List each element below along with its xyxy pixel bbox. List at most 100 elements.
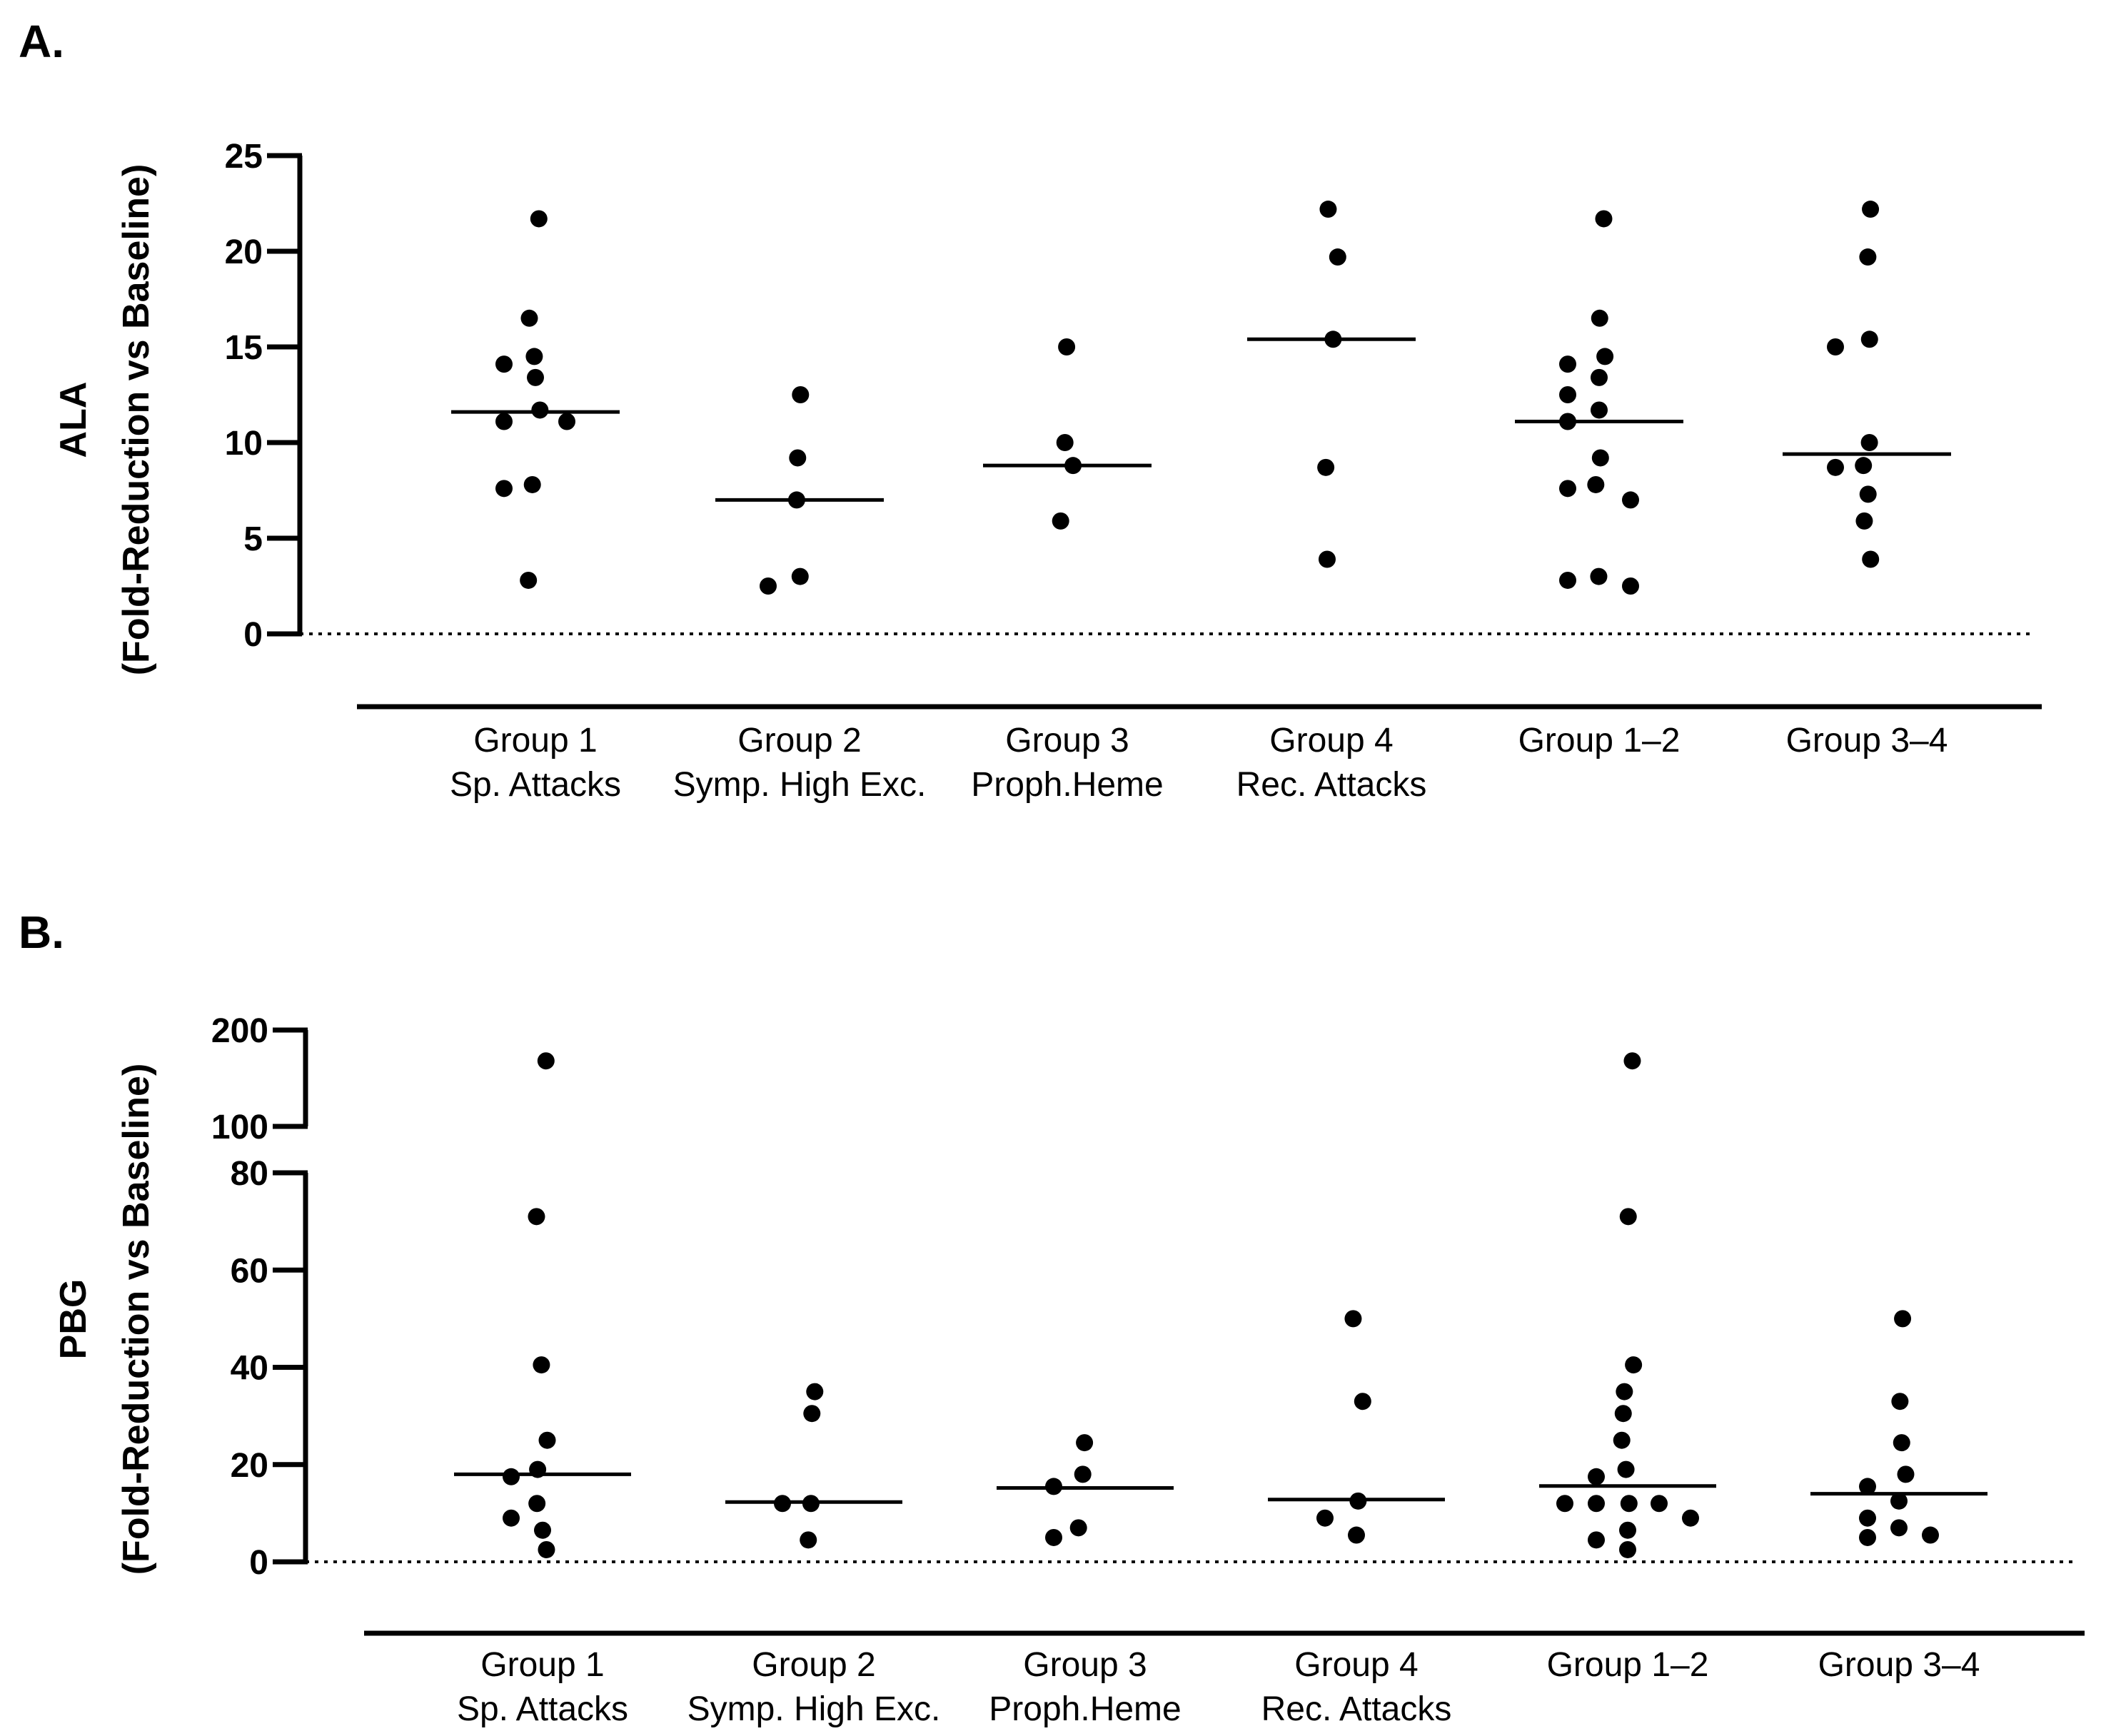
- y-tick-label: 20: [225, 233, 263, 271]
- data-point: [803, 1405, 821, 1423]
- data-point: [1893, 1434, 1910, 1452]
- data-point: [1045, 1528, 1062, 1546]
- data-point: [520, 571, 538, 589]
- category-sublabel: Symp. High Exc.: [687, 1690, 941, 1728]
- panel-b-label: B.: [19, 907, 64, 958]
- data-point: [1591, 401, 1608, 419]
- category-sublabel: Proph.Heme: [989, 1690, 1181, 1728]
- data-point: [1651, 1495, 1668, 1513]
- data-point: [1862, 201, 1880, 218]
- data-point: [538, 1431, 556, 1449]
- data-point: [520, 309, 538, 327]
- data-point: [1052, 512, 1069, 530]
- data-point: [1587, 475, 1605, 493]
- data-point: [1622, 491, 1639, 509]
- data-point: [802, 1495, 820, 1513]
- data-point: [1344, 1310, 1362, 1328]
- data-point: [1595, 210, 1613, 228]
- category-label: Group 2: [752, 1646, 875, 1684]
- data-point: [1619, 1208, 1637, 1226]
- data-point: [1623, 1052, 1641, 1070]
- data-point: [1324, 330, 1342, 348]
- category-label: Group 1: [473, 722, 597, 760]
- data-point: [1855, 512, 1873, 530]
- y-tick-label: 40: [231, 1350, 268, 1388]
- data-point: [1559, 413, 1576, 430]
- data-point: [1614, 1405, 1632, 1423]
- category-label: Group 3: [1023, 1646, 1147, 1684]
- data-point: [1319, 201, 1337, 218]
- y-tick-label: 25: [225, 138, 263, 176]
- data-point: [1891, 1393, 1909, 1410]
- data-point: [787, 491, 805, 509]
- data-point: [503, 1468, 520, 1485]
- data-point: [791, 567, 809, 585]
- data-point: [1349, 1492, 1367, 1510]
- data-point: [533, 1356, 550, 1374]
- panel-b-ylabel-main: PBG: [53, 1279, 94, 1360]
- data-point: [1616, 1383, 1633, 1401]
- y-tick-label: 0: [243, 616, 263, 654]
- data-point: [530, 210, 548, 228]
- category-label: Group 2: [737, 722, 861, 760]
- data-point: [1591, 368, 1608, 386]
- data-point: [789, 449, 807, 467]
- data-point: [1894, 1310, 1912, 1328]
- panel-b-plot: 0 20 40 60 80 100 200 Group 1 Sp. Attacks Group 2…: [211, 1012, 2085, 1728]
- data-point: [1859, 248, 1877, 266]
- data-point: [1559, 480, 1576, 498]
- data-point: [792, 386, 810, 403]
- data-point: [1860, 330, 1878, 348]
- data-point: [538, 1540, 555, 1558]
- data-point: [1588, 1468, 1605, 1485]
- data-point: [495, 413, 513, 430]
- data-point: [1588, 1531, 1605, 1549]
- panel-a-label: A.: [19, 16, 64, 67]
- data-point: [800, 1531, 817, 1549]
- data-point: [528, 1208, 545, 1226]
- data-point: [1591, 309, 1608, 327]
- category-label: Group 1–2: [1518, 722, 1681, 760]
- data-point: [1890, 1492, 1908, 1510]
- category-label: Group 3–4: [1818, 1646, 1980, 1684]
- data-point: [1559, 386, 1576, 403]
- data-point: [495, 480, 513, 498]
- data-point: [1064, 457, 1082, 475]
- data-point: [1859, 1509, 1876, 1527]
- data-point: [1069, 1519, 1087, 1537]
- data-point: [523, 475, 541, 493]
- data-point: [1045, 1478, 1062, 1495]
- data-point: [1590, 567, 1608, 585]
- data-point: [1318, 550, 1336, 568]
- category-label: Group 4: [1269, 722, 1393, 760]
- data-point: [1862, 550, 1880, 568]
- data-point: [1859, 1528, 1876, 1546]
- category-sublabel: Rec. Attacks: [1236, 766, 1427, 804]
- data-point: [534, 1521, 551, 1539]
- data-point: [1559, 355, 1576, 373]
- data-point: [1890, 1519, 1908, 1537]
- data-point: [495, 355, 513, 373]
- y-tick-label: 200: [211, 1012, 268, 1050]
- data-point: [1058, 338, 1076, 355]
- category-sublabel: Sp. Attacks: [457, 1690, 628, 1728]
- category-label: Group 4: [1294, 1646, 1418, 1684]
- data-point: [1076, 1434, 1094, 1452]
- data-point: [1859, 485, 1877, 503]
- data-point: [527, 368, 544, 386]
- data-point: [1596, 348, 1614, 365]
- category-sublabel: Sp. Attacks: [450, 766, 621, 804]
- data-point: [1559, 571, 1576, 589]
- panel-a-ylabel-sub: (Fold-Reduction vs Baseline): [116, 164, 157, 676]
- panel-b-ylabel-sub: (Fold-Reduction vs Baseline): [116, 1064, 157, 1575]
- data-point: [525, 348, 543, 365]
- data-point: [1622, 577, 1639, 595]
- data-point: [1354, 1393, 1371, 1410]
- data-point: [1329, 248, 1346, 266]
- panel-a-plot: 0 5 10 15 20 25 Group 1 Sp. Attacks Group 2 Symp.…: [225, 138, 2042, 804]
- data-point: [1619, 1540, 1636, 1558]
- y-tick-label: 80: [231, 1155, 268, 1193]
- data-point: [537, 1052, 555, 1070]
- data-point: [1317, 458, 1335, 476]
- data-point: [558, 413, 575, 430]
